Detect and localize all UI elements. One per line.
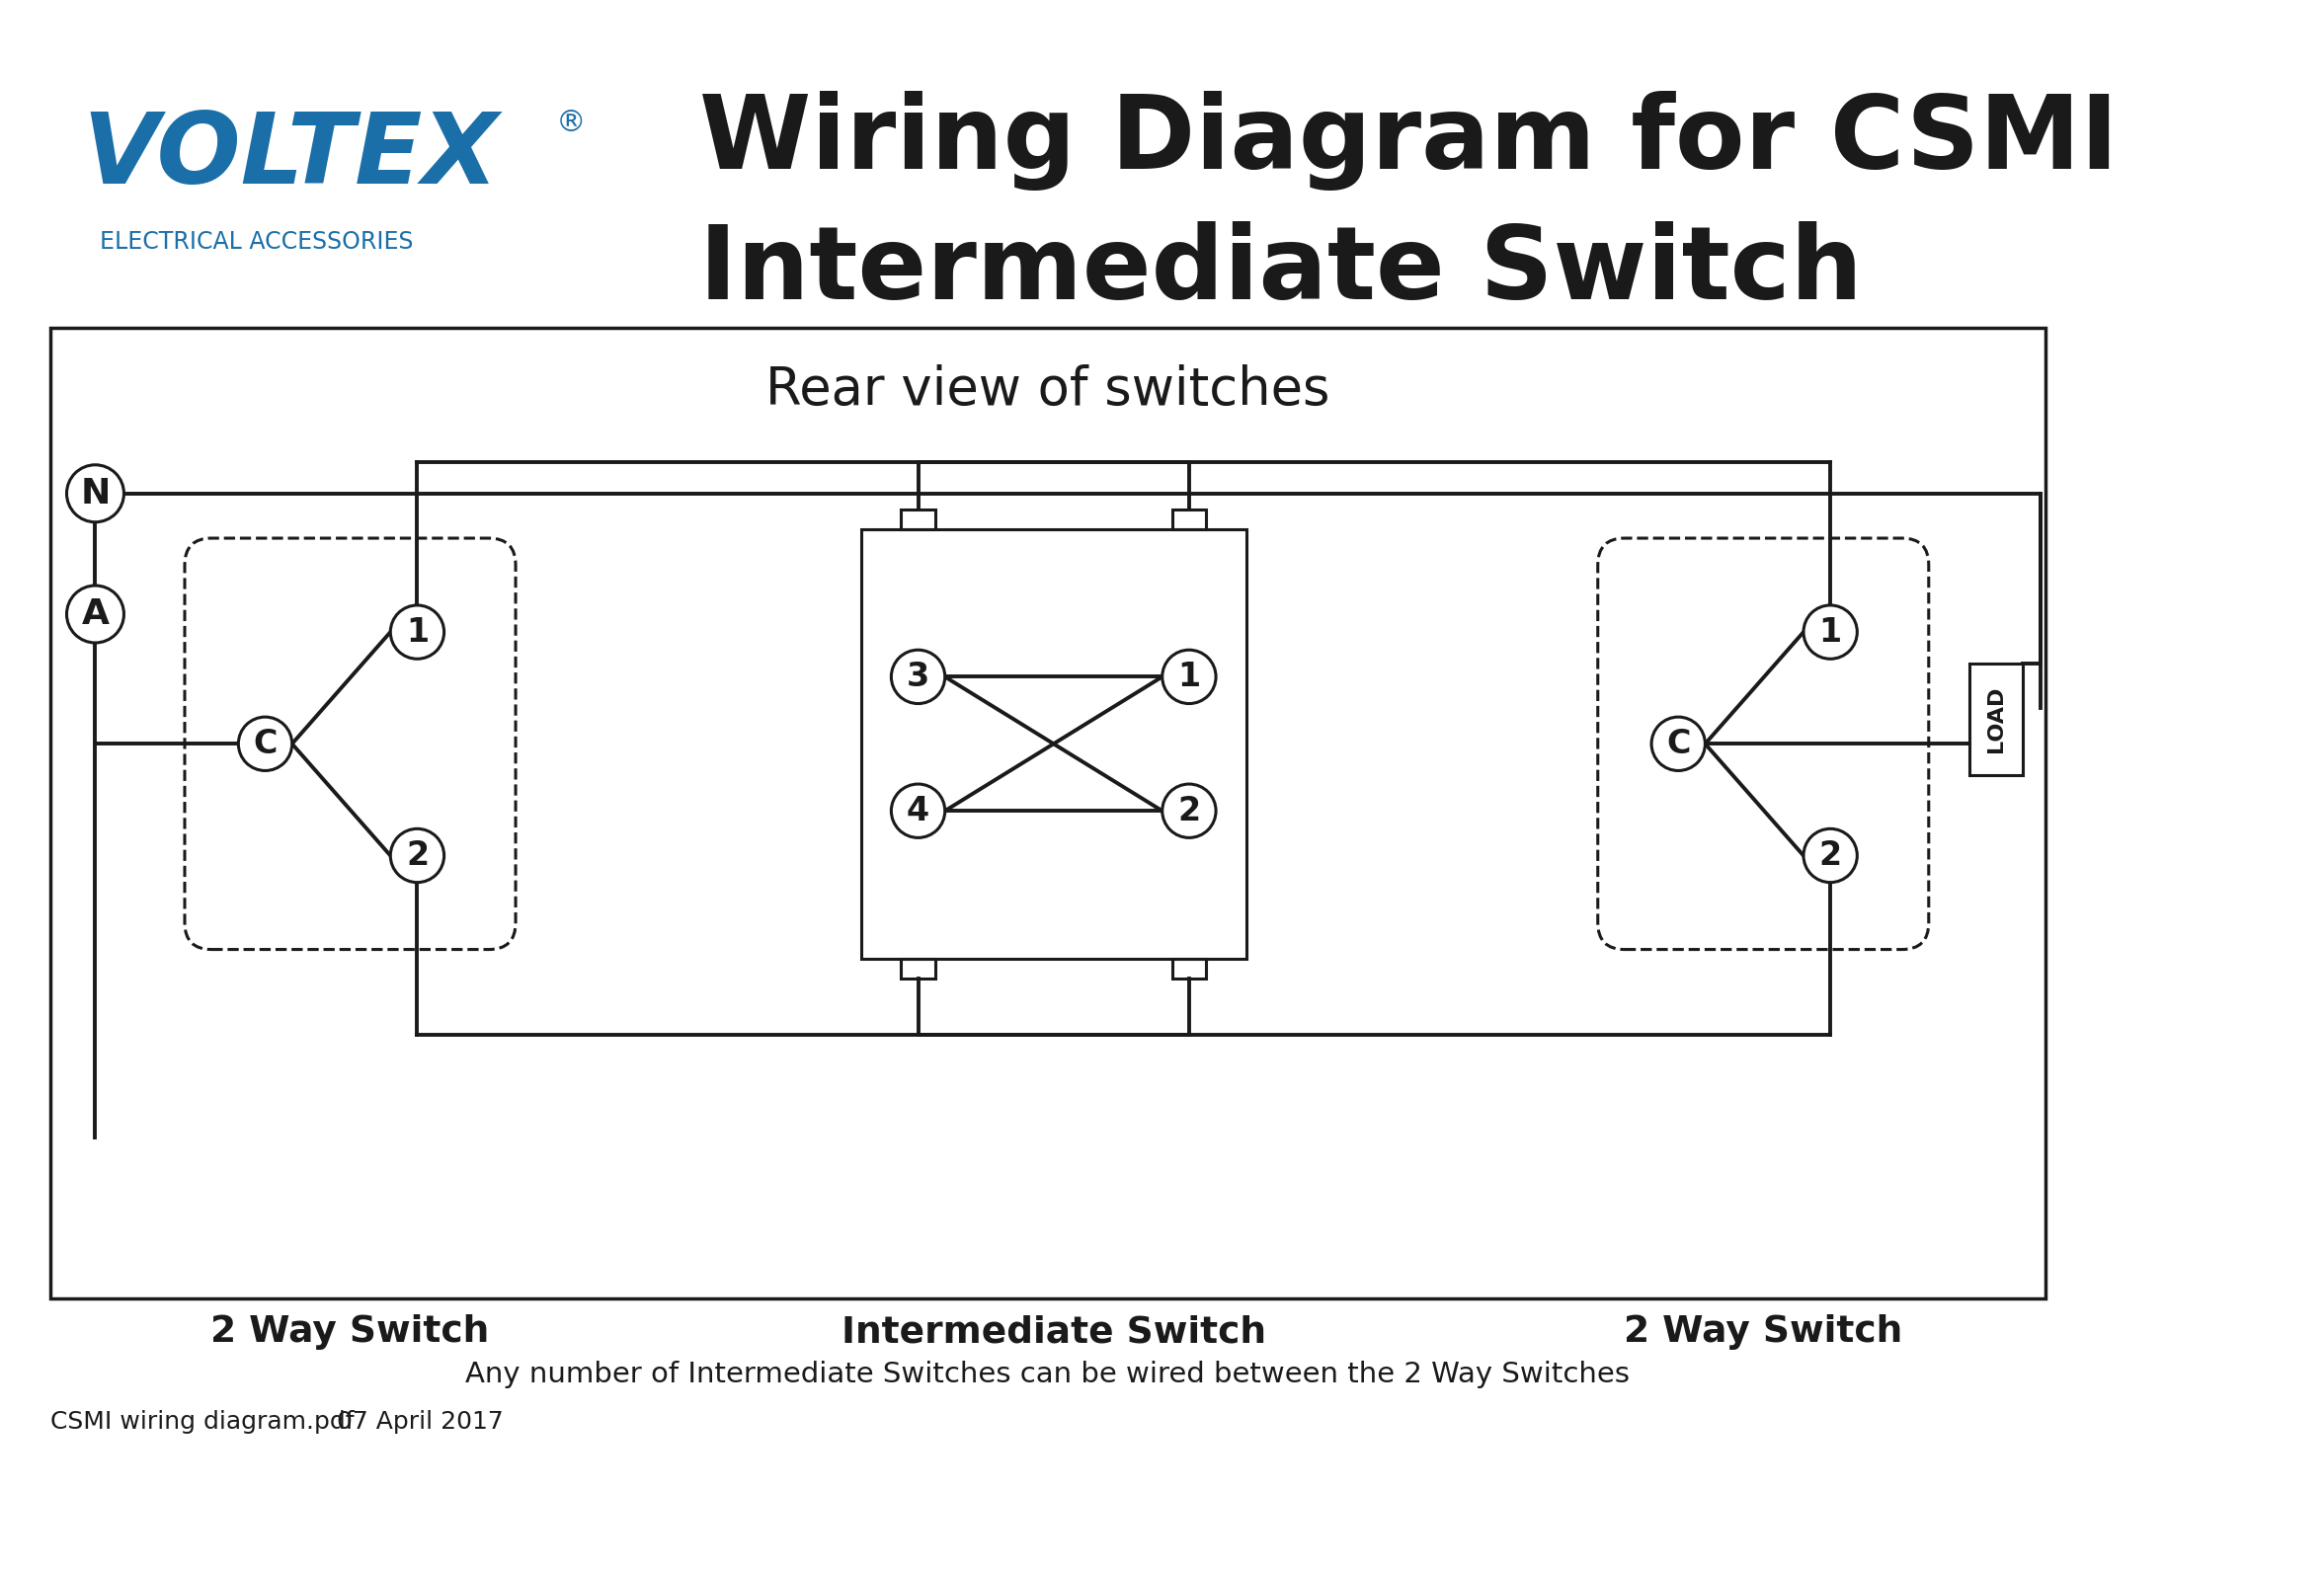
Text: VOLTEX: VOLTEX xyxy=(81,108,497,206)
Text: CSMI wiring diagram.pdf: CSMI wiring diagram.pdf xyxy=(51,1411,353,1434)
Text: Any number of Intermediate Switches can be wired between the 2 Way Switches: Any number of Intermediate Switches can … xyxy=(465,1360,1629,1389)
Circle shape xyxy=(1803,606,1857,659)
Text: 4: 4 xyxy=(906,794,930,827)
Text: LOAD: LOAD xyxy=(1987,686,2006,753)
Text: 2 Way Switch: 2 Way Switch xyxy=(1624,1315,1903,1349)
Circle shape xyxy=(390,828,444,882)
Text: 1: 1 xyxy=(1178,661,1202,693)
Text: 07 April 2017: 07 April 2017 xyxy=(337,1411,504,1434)
Text: 1: 1 xyxy=(407,615,428,648)
Circle shape xyxy=(67,464,123,522)
Circle shape xyxy=(892,784,946,838)
Text: ELECTRICAL ACCESSORIES: ELECTRICAL ACCESSORIES xyxy=(100,229,414,254)
Circle shape xyxy=(1162,784,1215,838)
Text: C: C xyxy=(253,728,277,759)
Text: 1: 1 xyxy=(1820,615,1841,648)
Circle shape xyxy=(1803,828,1857,882)
Text: A: A xyxy=(81,598,109,631)
Text: 3: 3 xyxy=(906,661,930,693)
Text: Rear view of switches: Rear view of switches xyxy=(765,364,1329,416)
Circle shape xyxy=(239,717,293,770)
Text: 2: 2 xyxy=(407,839,428,872)
Circle shape xyxy=(390,606,444,659)
Text: N: N xyxy=(81,477,109,510)
Circle shape xyxy=(1162,650,1215,703)
Text: 2: 2 xyxy=(1178,794,1202,827)
Text: ®: ® xyxy=(555,108,586,138)
Circle shape xyxy=(67,585,123,643)
Circle shape xyxy=(892,650,946,703)
Text: Intermediate Switch: Intermediate Switch xyxy=(700,221,1862,320)
Text: Intermediate Switch: Intermediate Switch xyxy=(841,1315,1267,1349)
Text: Wiring Diagram for CSMI: Wiring Diagram for CSMI xyxy=(700,91,2117,191)
Text: 2 Way Switch: 2 Way Switch xyxy=(211,1315,490,1349)
Text: C: C xyxy=(1666,728,1690,759)
Text: 2: 2 xyxy=(1820,839,1841,872)
Circle shape xyxy=(1652,717,1706,770)
